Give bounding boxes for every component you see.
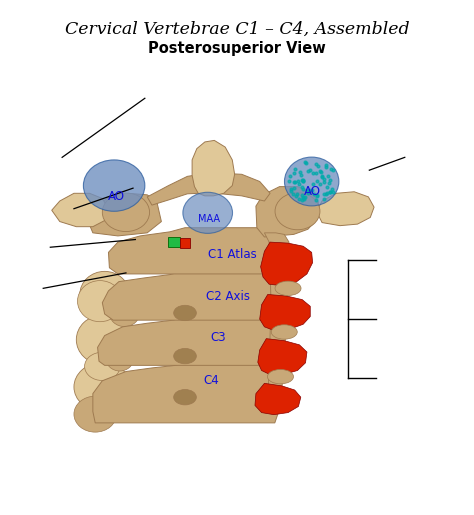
Text: Cervical Vertebrae C1 – C4, Assembled: Cervical Vertebrae C1 – C4, Assembled bbox=[64, 21, 410, 38]
Ellipse shape bbox=[271, 325, 297, 339]
Polygon shape bbox=[256, 186, 318, 237]
Polygon shape bbox=[102, 270, 271, 320]
Ellipse shape bbox=[275, 193, 320, 230]
Polygon shape bbox=[109, 228, 270, 274]
Ellipse shape bbox=[267, 369, 293, 384]
Polygon shape bbox=[264, 233, 289, 409]
Ellipse shape bbox=[77, 281, 122, 322]
Polygon shape bbox=[147, 173, 270, 205]
Polygon shape bbox=[52, 193, 109, 227]
Bar bbox=[180, 238, 190, 248]
Polygon shape bbox=[255, 383, 301, 415]
Polygon shape bbox=[260, 295, 310, 331]
Ellipse shape bbox=[83, 160, 145, 211]
Text: C4: C4 bbox=[203, 374, 219, 387]
Polygon shape bbox=[258, 339, 307, 374]
Ellipse shape bbox=[109, 298, 140, 327]
Polygon shape bbox=[93, 361, 280, 423]
Ellipse shape bbox=[173, 389, 196, 405]
Polygon shape bbox=[192, 141, 235, 196]
Ellipse shape bbox=[74, 363, 131, 411]
Ellipse shape bbox=[275, 281, 301, 296]
Polygon shape bbox=[88, 193, 161, 236]
Text: C1 Atlas: C1 Atlas bbox=[208, 248, 256, 262]
Text: C3: C3 bbox=[210, 331, 226, 344]
Ellipse shape bbox=[76, 315, 128, 364]
Ellipse shape bbox=[173, 305, 196, 321]
Polygon shape bbox=[98, 317, 273, 365]
Ellipse shape bbox=[102, 193, 150, 232]
Text: AO: AO bbox=[304, 185, 321, 198]
Text: MAA: MAA bbox=[198, 214, 219, 224]
Ellipse shape bbox=[284, 157, 339, 206]
Ellipse shape bbox=[74, 396, 117, 432]
Bar bbox=[168, 237, 180, 247]
Ellipse shape bbox=[80, 271, 129, 318]
Text: Posterosuperior View: Posterosuperior View bbox=[148, 41, 326, 56]
Ellipse shape bbox=[106, 345, 134, 371]
Text: C2 Axis: C2 Axis bbox=[206, 289, 249, 302]
Ellipse shape bbox=[173, 349, 196, 364]
Text: AO: AO bbox=[108, 191, 125, 203]
Ellipse shape bbox=[84, 352, 120, 381]
Polygon shape bbox=[261, 242, 313, 286]
Polygon shape bbox=[317, 192, 374, 226]
Ellipse shape bbox=[183, 192, 233, 233]
